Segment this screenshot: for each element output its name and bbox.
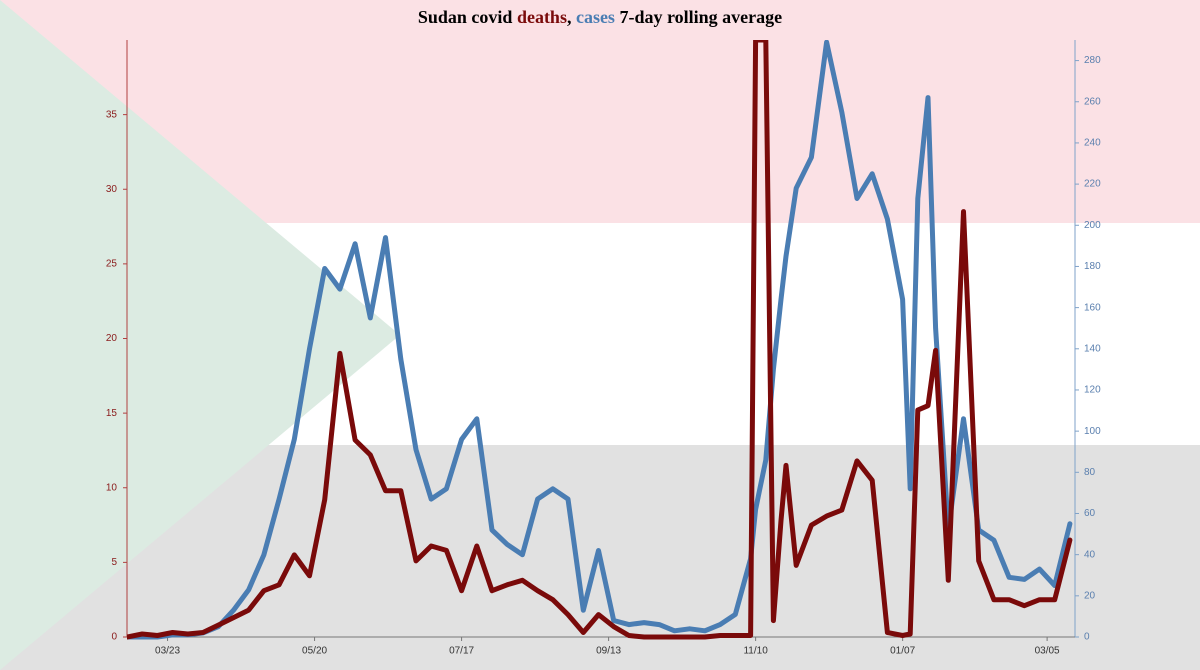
y2-tick-label: 80 (1084, 467, 1096, 478)
y2-tick-label: 180 (1084, 261, 1101, 272)
y2-tick-label: 280 (1084, 55, 1101, 66)
flag-green-triangle (0, 0, 400, 670)
x-tick-label: 09/13 (596, 646, 621, 657)
y2-tick-label: 140 (1084, 343, 1101, 354)
x-tick-label: 03/05 (1035, 646, 1060, 657)
y2-tick-label: 20 (1084, 590, 1096, 601)
y2-tick-label: 120 (1084, 385, 1101, 396)
y2-tick-label: 0 (1084, 632, 1090, 643)
y2-tick-label: 220 (1084, 179, 1101, 190)
y-tick-label: 30 (106, 184, 118, 195)
series-line (127, 40, 1073, 640)
y2-tick-label: 200 (1084, 220, 1101, 231)
series-line (127, 40, 1073, 640)
x-tick-label: 03/23 (155, 646, 180, 657)
x-tick-label: 07/17 (449, 646, 474, 657)
title-series-name: cases (576, 7, 615, 27)
y-tick-label: 5 (111, 557, 117, 568)
y-tick-label: 20 (106, 333, 118, 344)
title-series-name: deaths (517, 7, 567, 27)
x-tick-label: 05/20 (302, 646, 327, 657)
title-part: Sudan covid (418, 7, 517, 27)
y-tick-label: 25 (106, 259, 118, 270)
chart-title: Sudan covid deaths, cases 7-day rolling … (418, 7, 782, 27)
y-tick-label: 0 (111, 632, 117, 643)
title-part: , (567, 7, 576, 27)
y-tick-label: 35 (106, 109, 118, 120)
x-tick-label: 11/10 (743, 646, 768, 657)
y2-tick-label: 240 (1084, 138, 1101, 149)
y2-tick-label: 40 (1084, 549, 1096, 560)
y2-tick-label: 160 (1084, 302, 1101, 313)
y-tick-label: 10 (106, 482, 118, 493)
title-part: 7-day rolling average (615, 7, 782, 27)
y2-tick-label: 60 (1084, 508, 1096, 519)
y2-tick-label: 260 (1084, 96, 1101, 107)
y2-tick-label: 100 (1084, 426, 1101, 437)
x-tick-label: 01/07 (890, 646, 915, 657)
plot-area (127, 40, 1073, 640)
y-tick-label: 15 (106, 408, 118, 419)
